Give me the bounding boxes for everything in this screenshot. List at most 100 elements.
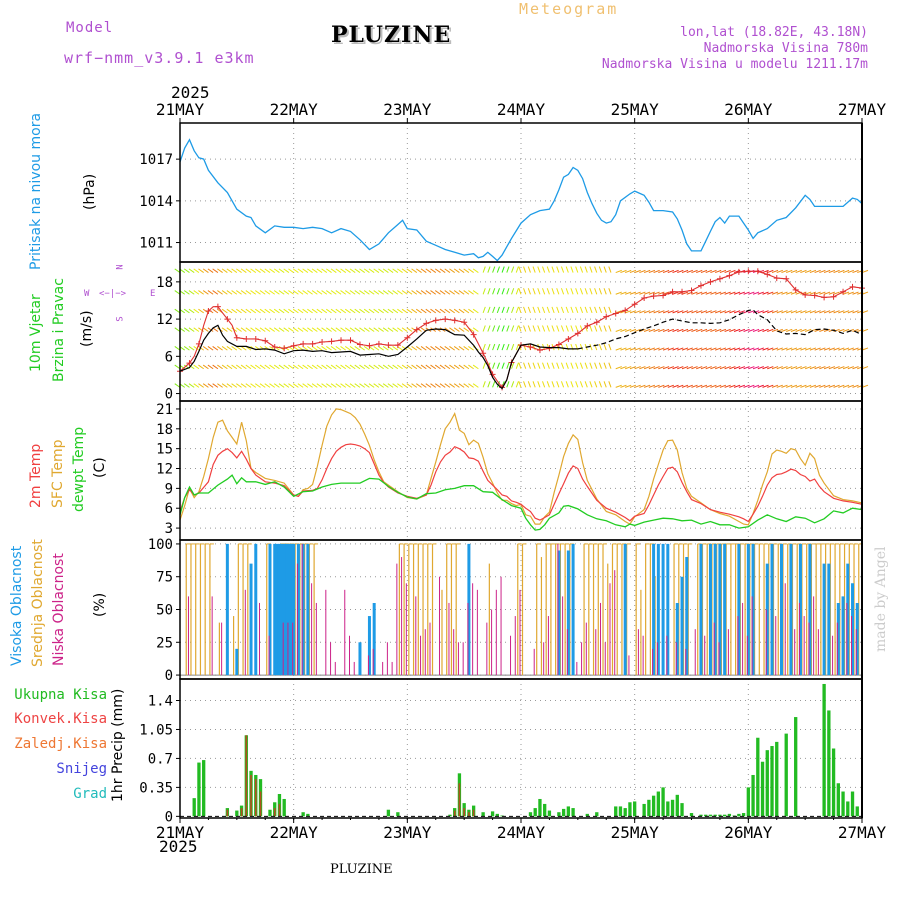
wind-barb <box>691 291 698 295</box>
wind-barb <box>359 268 365 273</box>
wind-barb <box>217 268 223 273</box>
wind-barb <box>198 268 204 273</box>
wind-barb <box>387 327 394 332</box>
wind-barb <box>515 362 519 369</box>
wind-barb <box>515 288 519 295</box>
wind-barb <box>710 328 717 332</box>
wind-barb <box>288 268 294 273</box>
wind-barb <box>570 306 574 314</box>
wind-barb <box>643 347 651 351</box>
wind-gust-marker <box>319 339 326 346</box>
wind-barb <box>729 291 736 295</box>
wind-barb <box>250 327 257 332</box>
wind-barb <box>416 364 422 370</box>
wind-barb <box>397 383 403 388</box>
wind-barb <box>584 381 588 388</box>
wind-barb <box>809 384 817 388</box>
wind-barb <box>752 310 760 314</box>
wind-barb <box>326 383 332 388</box>
model-name: wrf−nmm_v3.9.1 e3km <box>64 49 255 67</box>
wind-barb <box>453 308 460 314</box>
wind-barb <box>492 266 496 273</box>
wind-barb <box>743 328 750 332</box>
wind-barb <box>378 327 384 332</box>
wind-barb <box>560 306 565 314</box>
wind-barb <box>411 290 418 295</box>
wind-barb <box>207 327 214 332</box>
wind-gust-marker <box>356 341 363 348</box>
lonlat-label: lon,lat (18.82E, 43.18N) <box>680 25 868 40</box>
precip-bar-total <box>306 813 310 817</box>
wind-barb <box>565 381 569 388</box>
wind-barb <box>724 269 731 274</box>
wind-barb <box>838 366 845 370</box>
wind-barb <box>458 268 465 273</box>
wind-barb <box>416 383 422 388</box>
wind-barb <box>236 383 242 388</box>
wind-gust-marker <box>527 344 534 351</box>
wind-barb <box>667 328 675 332</box>
wind-barb <box>444 290 451 295</box>
wind-barb <box>738 384 746 388</box>
wind-barb <box>487 325 491 332</box>
wind-barb <box>542 266 546 273</box>
wind-gust-marker <box>593 319 600 326</box>
wind-barb <box>589 362 593 369</box>
wind-barb <box>283 383 290 388</box>
wind-barb <box>719 310 727 314</box>
wind-barb <box>733 347 741 351</box>
precip-bar-total <box>623 808 627 817</box>
ytick-label: 12 <box>156 312 173 328</box>
wind-barb <box>240 327 247 332</box>
wind-barb <box>786 269 793 274</box>
precip-bar-total <box>595 812 599 817</box>
year-bottom: 2025 <box>159 837 198 856</box>
wind-barb <box>506 343 510 351</box>
xtick-label-bottom: 21MAY <box>156 823 205 842</box>
wind-barb <box>354 327 361 332</box>
wind-barb <box>762 347 769 351</box>
wind-barb <box>729 366 736 370</box>
wind-barb <box>542 288 546 295</box>
wind-barb <box>373 346 380 351</box>
wind-barb <box>245 383 252 388</box>
wind-barb <box>532 381 536 388</box>
wind-barb <box>330 308 337 314</box>
wind-barb <box>743 384 750 388</box>
wind-barb <box>463 364 470 370</box>
wind-barb <box>359 290 365 295</box>
wind-barb <box>710 366 717 370</box>
wind-barb <box>776 310 783 314</box>
ytick-label: 18 <box>156 422 173 438</box>
wind-barb <box>556 325 560 332</box>
precip-bar-convective <box>254 779 257 817</box>
wind-gust-marker <box>830 293 837 300</box>
xtick-label-bottom: 23MAY <box>383 823 432 842</box>
wind-barb <box>212 268 219 273</box>
wind-barb <box>639 366 646 370</box>
wind-barb <box>264 383 271 388</box>
wind-barb <box>193 268 200 273</box>
wind-barb <box>570 325 574 332</box>
wind-barb <box>648 347 656 351</box>
wind-barb <box>527 362 531 369</box>
wind-gust-marker <box>555 341 562 348</box>
wind-barb <box>472 290 479 295</box>
wind-barb <box>463 268 470 273</box>
wind-barb <box>527 325 531 332</box>
wind-barb <box>551 288 555 295</box>
elevation-label: Nadmorska Visina 780m <box>703 41 868 56</box>
wind-barb <box>643 328 651 332</box>
wind-barb <box>658 384 665 388</box>
wind-barb <box>715 366 722 370</box>
wind-barb <box>767 328 774 332</box>
wind-barb <box>382 383 389 388</box>
wind-barb <box>828 269 836 274</box>
wind-barb <box>183 290 190 295</box>
wind-barb <box>852 366 859 370</box>
wind-barb <box>217 383 223 388</box>
wind-gust-marker <box>707 278 714 285</box>
wind-gust-marker <box>565 335 572 342</box>
wind-barb <box>556 288 560 295</box>
wind-barb <box>453 327 460 332</box>
